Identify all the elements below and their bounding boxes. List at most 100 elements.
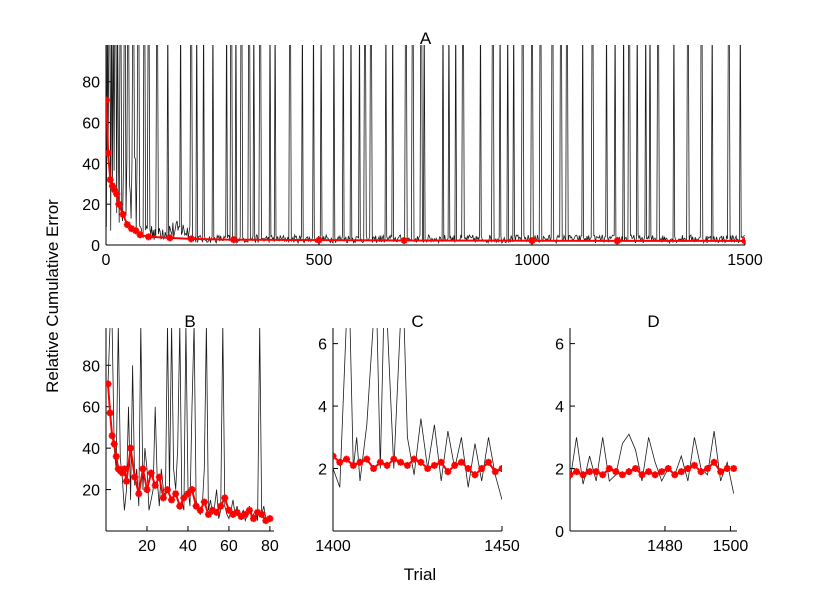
panel-c: 2 4 6 1400 1450 C (315, 312, 520, 555)
y-tick-label: 60 (82, 116, 100, 133)
mean-point-marker (119, 210, 127, 218)
mean-point-marker (258, 510, 266, 518)
mean-point-marker (131, 473, 139, 481)
mean-point-marker (184, 490, 192, 498)
mean-point-marker (417, 458, 425, 466)
y-tick-label: 20 (82, 483, 100, 500)
mean-point-marker (241, 510, 249, 518)
mean-point-marker (451, 461, 459, 469)
y-tick-label: 40 (82, 441, 100, 458)
mean-point-marker (383, 461, 391, 469)
x-tick-label: 0 (102, 252, 111, 269)
mean-point-marker (570, 471, 574, 479)
y-tick-label: 4 (318, 399, 327, 416)
mean-point-marker (390, 455, 398, 463)
mean-point-marker (163, 486, 171, 494)
mean-point-marker (245, 506, 253, 514)
mean-point-marker (192, 502, 200, 510)
raw-error-line (107, 328, 271, 523)
mean-point-marker (108, 432, 116, 440)
mean-point-marker (188, 486, 196, 494)
mean-point-marker (491, 468, 499, 476)
mean-point-marker (237, 513, 245, 520)
panel-title: A (420, 29, 432, 48)
mean-point-marker (333, 452, 337, 460)
mean-point-marker (108, 182, 116, 190)
y-tick-label: 40 (82, 156, 100, 173)
y-tick-label: 6 (555, 337, 564, 354)
mean-point-marker (123, 221, 131, 229)
mean-point-marker (217, 502, 225, 510)
plot-area (570, 431, 737, 494)
mean-point-marker (230, 236, 238, 244)
mean-point-marker (200, 498, 208, 506)
mean-point-marker (343, 455, 351, 463)
mean-point-marker (151, 481, 159, 489)
mean-point-marker (370, 465, 378, 473)
mean-point-marker (106, 380, 112, 388)
x-tick-label: 1450 (484, 538, 520, 555)
mean-point-marker (111, 186, 119, 194)
mean-point-marker (710, 458, 718, 466)
mean-point-marker (741, 237, 745, 245)
mean-point-marker (684, 465, 692, 473)
mean-point-marker (400, 237, 408, 245)
mean-point-marker (651, 471, 659, 479)
panel-title: B (184, 312, 195, 331)
mean-point-marker (410, 455, 418, 463)
mean-point-marker (697, 468, 705, 476)
x-tick-label: 40 (179, 538, 197, 555)
panel-b: 20 40 60 80 20 40 60 80 B (82, 312, 279, 555)
mean-point-marker (262, 517, 270, 525)
mean-point-marker (356, 458, 364, 466)
mean-point-marker (115, 200, 123, 208)
mean-point-marker (625, 468, 633, 476)
mean-point-marker (147, 469, 155, 477)
mean-point-marker (605, 465, 613, 473)
y-tick-label: 60 (82, 400, 100, 417)
mean-point-marker (118, 469, 126, 477)
mean-point-marker (336, 458, 344, 466)
mean-point-marker (658, 468, 666, 476)
mean-point-marker (196, 506, 204, 514)
mean-point-marker (612, 468, 620, 476)
mean-point-marker (444, 468, 452, 476)
plot-area (333, 328, 502, 500)
mean-point-marker (266, 515, 274, 523)
x-tick-label: 500 (306, 252, 333, 269)
mean-point-marker (430, 461, 438, 469)
panel-a: 0 20 40 60 80 0 500 1000 1500 A (82, 29, 763, 269)
y-tick-label: 0 (555, 524, 564, 541)
mean-point-marker (478, 465, 486, 473)
mean-point-marker (187, 235, 195, 243)
y-tick-label: 2 (555, 462, 564, 479)
mean-point-marker (166, 234, 174, 242)
mean-point-marker (677, 468, 685, 476)
mean-point-marker (586, 468, 594, 476)
mean-point-marker (204, 510, 212, 518)
mean-point-marker (122, 477, 130, 485)
mean-point-marker (664, 465, 672, 473)
mean-point-marker (155, 473, 163, 481)
mean-point-marker (723, 465, 731, 473)
mean-point-marker (437, 458, 445, 466)
mean-point-marker (403, 461, 411, 469)
mean-point-marker (671, 471, 679, 479)
mean-point-marker (250, 515, 258, 523)
mean-point-marker (645, 468, 653, 476)
mean-point-marker (106, 409, 114, 417)
mean-point-marker (528, 237, 536, 245)
mean-point-marker (717, 468, 725, 476)
mean-point-marker (690, 461, 698, 469)
panel-title: C (411, 312, 423, 331)
x-tick-label: 20 (138, 538, 156, 555)
mean-point-marker (139, 465, 147, 473)
mean-point-marker (471, 471, 479, 479)
panel-d: 0 2 4 6 1480 1500 D (555, 312, 748, 555)
mean-point-marker (132, 227, 140, 235)
x-tick-label: 1000 (514, 252, 550, 269)
mean-point-marker (225, 506, 233, 514)
mean-point-marker (106, 96, 110, 104)
